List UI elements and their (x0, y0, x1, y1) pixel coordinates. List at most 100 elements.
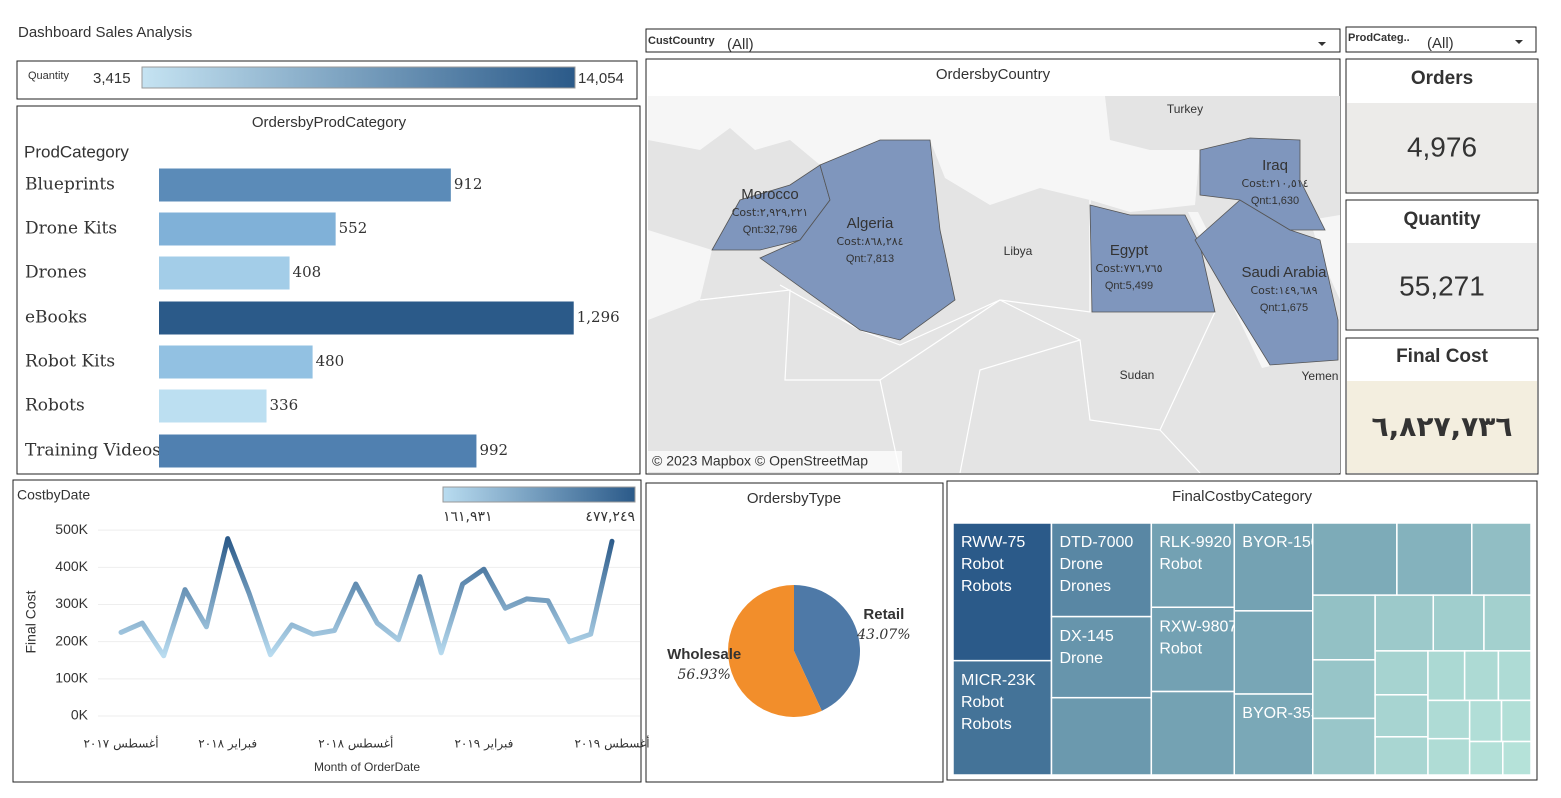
y-tick-label: 400K (55, 558, 88, 574)
y-tick-label: Blueprints (25, 175, 115, 195)
country-qnt: Qnt:5,499 (1105, 280, 1153, 292)
country-qnt: Qnt:32,796 (743, 224, 797, 236)
cell-label: DX-145 (1059, 628, 1113, 645)
dropdown-arrow[interactable] (1515, 40, 1523, 44)
treemap-cell (1427, 650, 1466, 702)
treemap-cell (1483, 594, 1532, 652)
treemap-cell (1427, 737, 1471, 776)
border (779, 200, 1091, 346)
place-labels: Turkey Libya Sudan Yemen (1004, 102, 1339, 383)
value-label: 552 (339, 219, 368, 237)
color-legend (442, 486, 636, 503)
y-tick-label: eBooks (25, 308, 87, 328)
x-tick-label: فبراير ٢٠١٩ (454, 737, 513, 752)
y-tick-label: 200K (55, 632, 88, 648)
country-qnt: Qnt:1,675 (1260, 302, 1308, 314)
category-header: ProdCategory (24, 142, 129, 161)
bar (159, 301, 574, 335)
treemap-cell (1312, 522, 1398, 596)
bar (159, 434, 477, 468)
cell-label: Drones (1059, 578, 1111, 595)
country-qnt: Qnt:1,630 (1251, 195, 1299, 207)
kpi-value: ٦,٨٢٧,٧٣٦ (1372, 410, 1513, 443)
place-label: Sudan (1120, 368, 1155, 382)
bar (159, 168, 451, 202)
value-label: 992 (479, 441, 508, 459)
cell-label: Robots (961, 716, 1012, 733)
treemap-cell (1468, 699, 1503, 743)
country-qnt: Qnt:7,813 (846, 253, 894, 265)
cell-label: Drone (1059, 556, 1103, 573)
treemap-cell (1471, 522, 1532, 596)
cell-label: DTD-7000 (1059, 534, 1133, 551)
country-name: Algeria (847, 215, 894, 232)
legend-label: Quantity (28, 70, 69, 82)
filter-dropdown[interactable] (1345, 26, 1537, 53)
treemap-cell (1396, 522, 1473, 596)
country-algeria[interactable] (759, 139, 956, 341)
cell-label: RXW-9807 (1159, 618, 1237, 635)
slice-value: 43.07% (856, 627, 910, 643)
dropdown-arrow[interactable] (1318, 42, 1326, 46)
color-legend-min: ١٦١,٩٣١ (443, 509, 493, 525)
slice-label: Retail (863, 606, 904, 623)
kpi-value: 4,976 (1407, 131, 1477, 162)
treemap-cell (1050, 696, 1153, 776)
treemap-cell (1312, 717, 1376, 776)
treemap-cell (1233, 693, 1314, 776)
map-attribution[interactable]: © 2023 Mapbox © OpenStreetMap (652, 453, 868, 469)
filter-label: ProdCateg.. (1348, 32, 1410, 44)
y-tick-label: 500K (55, 521, 88, 537)
border (959, 339, 1201, 473)
treemap-cell (1374, 736, 1429, 776)
country-name: Egypt (1110, 242, 1149, 259)
pie-slice (794, 585, 860, 711)
filter-value[interactable]: (All) (1427, 35, 1454, 52)
sea (648, 96, 1200, 212)
kpi-bg (1347, 381, 1537, 473)
x-tick-label: أغسطس ٢٠١٧ (83, 736, 158, 752)
country-cost: Cost:٢,٩٢٩,٢٢١ (732, 206, 809, 219)
filter-dropdown[interactable] (645, 28, 1341, 53)
value-label: 1,296 (577, 308, 620, 326)
place-label: Libya (1004, 244, 1033, 258)
y-axis-title: Final Cost (23, 590, 39, 653)
bar-panel (16, 105, 641, 475)
filter-value[interactable]: (All) (727, 36, 754, 53)
treemap-cell (1502, 740, 1532, 776)
kpi-bg (1347, 243, 1537, 329)
treemap-cell (1233, 610, 1314, 695)
country-iraq[interactable] (1199, 137, 1326, 231)
y-tick-label: Training Videos (25, 441, 161, 461)
gulf (1310, 215, 1340, 300)
cell-label: Robots (961, 578, 1012, 595)
chart-title: FinalCostbyCategory (1172, 488, 1313, 505)
treemap-cell (1150, 690, 1236, 776)
treemap-cell (1500, 699, 1532, 743)
slice-value: 56.93% (677, 667, 730, 683)
ocean (648, 230, 712, 320)
cell-label: Drone (1059, 650, 1103, 667)
cell-label: Robot (1159, 640, 1202, 657)
slice-label: Wholesale (667, 646, 741, 663)
treemap-cell (1497, 650, 1532, 702)
chart-title: OrdersbyType (747, 490, 841, 507)
treemap-cell (1374, 650, 1429, 696)
dashboard-title: Dashboard Sales Analysis (18, 24, 192, 41)
country-cost: Cost:١٤٩,٦٨٩ (1250, 284, 1317, 297)
treemap-cell (1233, 522, 1314, 612)
chart-title: CostbyDate (17, 487, 90, 503)
kpi-title: Orders (1411, 68, 1473, 89)
bar (159, 212, 336, 246)
y-tick-label: Drone Kits (25, 219, 117, 239)
filter-label: CustCountry (648, 35, 715, 47)
map-title: OrdersbyCountry (936, 66, 1051, 83)
cell-label: RWW-75 (961, 534, 1025, 551)
value-label: 912 (454, 175, 483, 193)
country-cost: Cost:٧٧٦,٧٦٥ (1095, 262, 1162, 275)
kpi-value: 55,271 (1399, 270, 1485, 301)
legend-gradient (141, 66, 576, 89)
x-tick-label: أغسطس ٢٠١٩ (574, 736, 649, 752)
